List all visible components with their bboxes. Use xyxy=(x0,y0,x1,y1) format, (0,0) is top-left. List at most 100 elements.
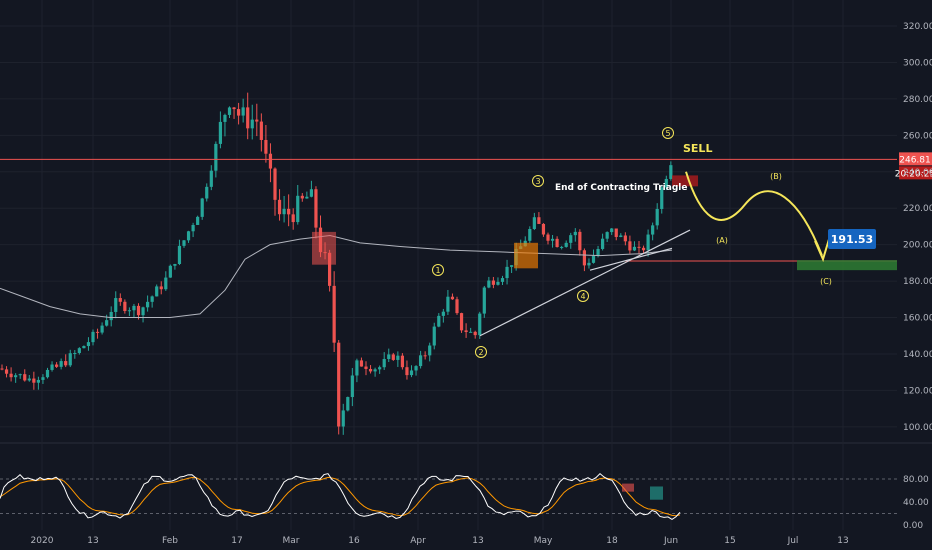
candle-body xyxy=(400,355,404,368)
projection-arrowhead xyxy=(814,238,830,263)
projection-curve xyxy=(685,171,823,256)
candle-body xyxy=(346,397,350,411)
candle-body xyxy=(259,121,263,140)
candle-body xyxy=(77,348,81,353)
y-tick-label: 220.00 xyxy=(903,204,932,214)
candle-body xyxy=(555,238,559,248)
candle-body xyxy=(619,235,623,237)
triangle-trendline-lower xyxy=(479,229,691,337)
candle-body xyxy=(505,266,509,279)
y-tick-label: 320.00 xyxy=(903,22,932,32)
osc-red-box xyxy=(622,483,634,492)
candle-body xyxy=(664,178,668,188)
candle-body xyxy=(241,107,245,116)
osc-y-tick-label: 80.00 xyxy=(903,475,929,485)
candle-body xyxy=(59,361,63,367)
candle-body xyxy=(355,360,359,376)
wave-label-b: (B) xyxy=(770,172,782,181)
candle-body xyxy=(14,375,18,378)
candle-body xyxy=(510,265,514,267)
triangle-trendline-upper xyxy=(589,247,673,271)
candle-body xyxy=(296,195,300,223)
wave-circle xyxy=(662,127,674,139)
candle-body xyxy=(428,345,432,356)
candle-body xyxy=(196,216,200,225)
y-tick-label: 280.00 xyxy=(903,95,932,105)
y-tick-label: 240.00 xyxy=(903,168,932,178)
candle-body xyxy=(528,229,532,241)
x-tick-label: Jul xyxy=(787,536,799,546)
x-tick-label: 18 xyxy=(606,536,618,546)
wave-circle xyxy=(432,264,444,276)
annotation-text: End of Contracting Triagle xyxy=(555,183,687,193)
candle-body xyxy=(64,361,68,366)
x-tick-label: 13 xyxy=(472,536,483,546)
candle-body xyxy=(177,245,182,265)
orange-zone-box xyxy=(514,242,538,269)
osc-y-tick-label: 40.00 xyxy=(903,498,929,508)
overlays: 1 2 3 4 5 (A) (B) (C) End of Contracting Triagle… xyxy=(0,127,932,358)
y-tick-label: 140.00 xyxy=(903,350,932,360)
candle-body xyxy=(273,168,277,200)
candle-body xyxy=(469,331,473,333)
candle-body xyxy=(587,262,591,266)
grid xyxy=(0,0,932,530)
candle-body xyxy=(496,281,500,285)
time-axis[interactable]: 2020 13 Feb 17 Mar 16 Apr 13 May 18 Jun 15 Jul 13 xyxy=(31,536,849,546)
candle-body xyxy=(186,231,191,241)
candle-body xyxy=(569,235,573,243)
candle-body xyxy=(478,313,482,336)
stoch-d-line xyxy=(0,476,681,517)
candle-body xyxy=(136,305,141,316)
price-badge-text: 246.81 xyxy=(899,155,931,165)
candle-body xyxy=(68,353,72,366)
candle-body xyxy=(55,364,59,367)
wave-label-c: (C) xyxy=(820,277,832,286)
wave-circle xyxy=(532,175,544,187)
candle-body xyxy=(264,139,268,154)
candle-body xyxy=(105,320,109,326)
candle-body xyxy=(246,107,250,129)
candle-body xyxy=(632,246,637,251)
candle-body xyxy=(255,119,259,122)
candle-body xyxy=(596,248,600,256)
x-tick-label: Apr xyxy=(410,536,426,546)
candle-body xyxy=(614,228,618,237)
candle-body xyxy=(132,305,136,311)
candle-body xyxy=(36,379,40,383)
candle-body xyxy=(487,280,491,288)
candle-body xyxy=(41,377,45,380)
price-axis[interactable]: 320.00 300.00 280.00 260.00 240.00 220.00 200.… xyxy=(903,22,932,531)
candle-body xyxy=(86,342,91,347)
candle-body xyxy=(532,217,536,230)
stoch-rsi-panel xyxy=(0,472,897,520)
x-tick-label: Feb xyxy=(162,536,178,546)
x-tick-label: 13 xyxy=(87,536,98,546)
candle-body xyxy=(637,246,641,248)
candle-body xyxy=(300,195,304,199)
candle-body xyxy=(282,208,286,215)
candle-body xyxy=(459,313,464,331)
candle-body xyxy=(473,331,477,336)
red-zone-box xyxy=(312,231,336,265)
candle-body xyxy=(4,369,9,374)
candle-body xyxy=(409,370,414,376)
stoch-k-line xyxy=(0,472,681,520)
candle-body xyxy=(591,255,596,263)
candle-body xyxy=(378,367,382,370)
osc-y-tick-label: 0.00 xyxy=(903,521,923,531)
candle-body xyxy=(328,252,332,286)
target-badge-text: 191.53 xyxy=(831,233,873,246)
candle-body xyxy=(605,232,609,239)
candle-body xyxy=(655,208,659,226)
candle-body xyxy=(214,143,218,171)
candle-body xyxy=(359,360,364,367)
candle-body xyxy=(550,238,555,241)
candle-body xyxy=(0,368,4,370)
y-tick-label: 300.00 xyxy=(903,58,932,68)
candle-body xyxy=(391,354,395,360)
candle-body xyxy=(155,286,159,297)
candle-body xyxy=(500,278,505,282)
